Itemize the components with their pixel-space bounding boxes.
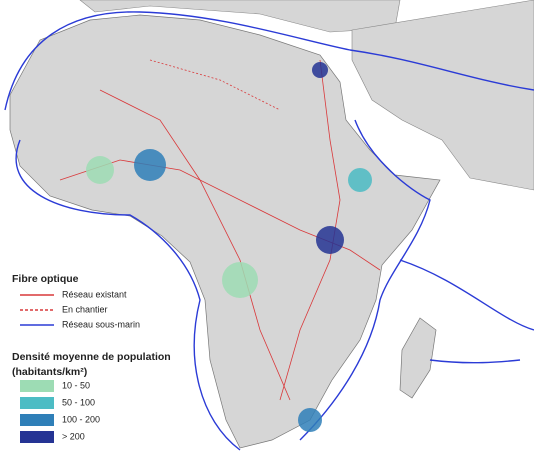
density-area [312,62,328,78]
middle-east [351,0,534,191]
density-area [316,226,344,254]
legend-label: 10 - 50 [62,380,90,390]
density-area [348,168,372,192]
density-hexes [86,62,372,432]
cable [429,359,521,364]
legend-label: Réseau sous-marin [62,319,140,329]
density-area [86,156,114,184]
submarine-cables [4,11,534,451]
africa [9,14,441,449]
fibre [99,89,291,401]
legend-swatch [20,380,54,392]
cable [399,259,534,331]
legend-label: En chantier [62,304,108,314]
cable [4,11,534,111]
legend-label: Réseau existant [62,289,127,299]
legend-label: 100 - 200 [62,414,100,424]
density-area [134,149,166,181]
legend-label: > 200 [62,431,85,441]
cable [299,119,431,441]
legend-label: 50 - 100 [62,397,95,407]
legend-swatch [20,431,54,443]
legend-subtitle: (habitants/km²) [12,366,87,378]
legend-title: Densité moyenne de population [12,351,171,363]
europe [79,0,401,33]
legend-swatch [20,397,54,409]
density-area [222,262,258,298]
fibre [149,59,281,111]
legend-title: Fibre optique [12,273,79,285]
cable [15,139,241,451]
fibre [59,159,381,271]
madagascar [399,317,437,399]
density-area [298,408,322,432]
legend: Fibre optique Densité moyenne de populat… [12,273,171,443]
legend-swatch [20,414,54,426]
